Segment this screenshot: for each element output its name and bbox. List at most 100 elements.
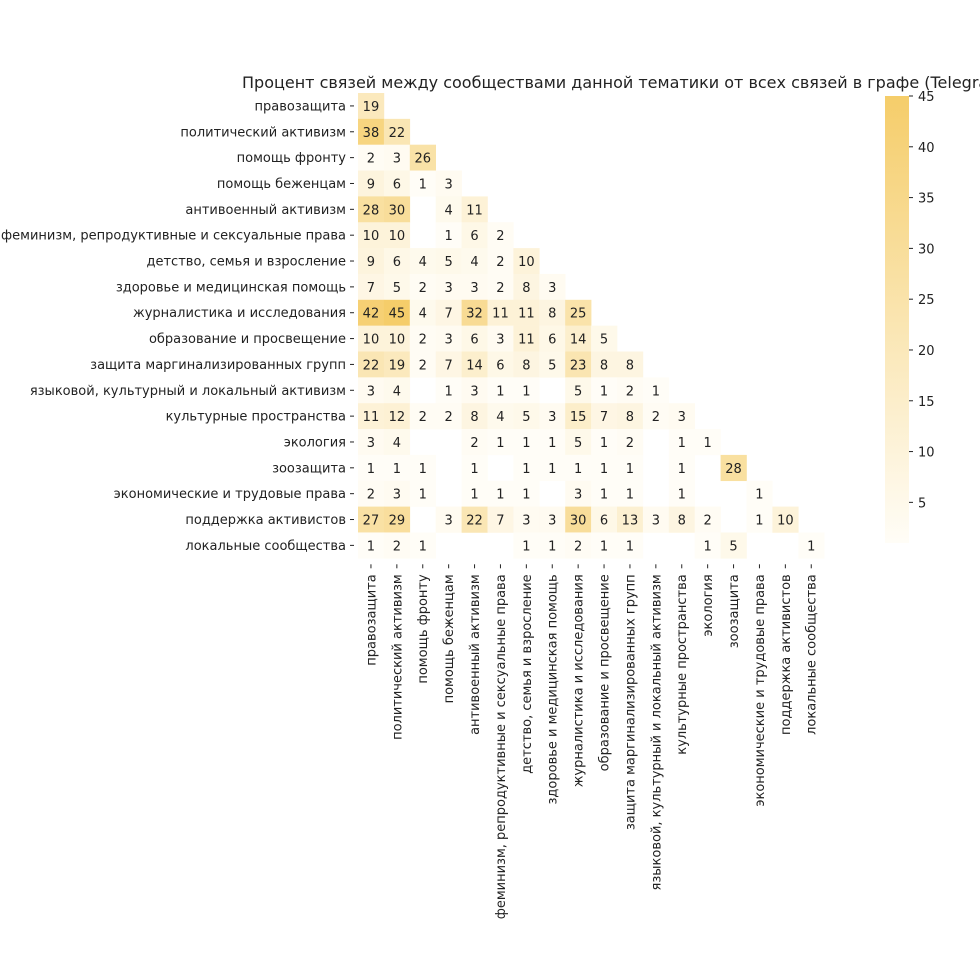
heatmap-cell — [694, 532, 721, 559]
cell-label: 5 — [574, 436, 582, 451]
cell-label: 1 — [496, 488, 504, 503]
cell-label: 27 — [363, 514, 380, 529]
heatmap-cell — [409, 325, 436, 352]
x-tick-label: здоровье и медицинская помощь — [546, 574, 561, 804]
cell-label: 15 — [570, 410, 587, 425]
cell-label: 3 — [652, 514, 660, 529]
colorbar-tick-label: 40 — [918, 141, 935, 156]
colorbar-gradient — [885, 96, 909, 543]
heatmap-cell — [617, 454, 644, 482]
colorbar-tick-label: 20 — [918, 344, 935, 359]
heatmap-cell — [358, 222, 385, 249]
x-tick-label: защита маргинализированных групп — [623, 574, 638, 830]
heatmap-cell — [772, 506, 799, 533]
heatmap-cell — [358, 144, 385, 171]
cell-label: 3 — [367, 384, 375, 399]
heatmap-cell — [383, 325, 411, 352]
heatmap-cell — [591, 532, 618, 559]
heatmap-cell — [642, 506, 670, 533]
cell-label: 1 — [419, 488, 427, 503]
heatmap-cell — [487, 429, 514, 456]
colorbar-tick-label: 30 — [918, 242, 935, 257]
cell-label: 1 — [626, 488, 634, 503]
colorbar-tick-label: 5 — [918, 496, 926, 511]
heatmap-cell — [539, 506, 566, 533]
heatmap-cell — [409, 144, 436, 171]
heatmap-cell — [409, 299, 436, 326]
cell-label: 3 — [574, 488, 582, 503]
cell-label: 19 — [389, 358, 406, 373]
y-tick-label: зоозащита — [272, 461, 346, 476]
y-tick-label: культурные пространства — [166, 410, 346, 425]
heatmap-cell — [435, 325, 462, 352]
cell-label: 7 — [445, 358, 453, 373]
cell-label: 1 — [522, 462, 530, 477]
cell-label: 1 — [574, 462, 582, 477]
cell-label: 1 — [755, 488, 763, 503]
cell-label: 3 — [445, 333, 453, 348]
cell-label: 1 — [704, 436, 712, 451]
heatmap-cell — [409, 273, 436, 301]
heatmap-cell — [409, 480, 436, 507]
heatmap-cell — [383, 222, 411, 249]
cell-label: 2 — [496, 281, 504, 296]
heatmap-cell — [487, 273, 514, 301]
heatmap-cell — [513, 403, 540, 430]
y-tick-label: образование и просвещение — [149, 332, 346, 347]
cell-label: 32 — [466, 307, 483, 322]
heatmap-cell — [668, 506, 695, 533]
y-tick-label: локальные сообщества — [185, 539, 346, 554]
heatmap-cell — [565, 454, 592, 482]
cell-label: 3 — [367, 436, 375, 451]
cell-label: 6 — [470, 333, 478, 348]
y-tick-label: экономические и трудовые права — [114, 487, 346, 502]
heatmap-cell — [539, 325, 566, 352]
cell-label: 1 — [600, 436, 608, 451]
cell-label: 11 — [466, 203, 483, 218]
x-tick-label: помощь фронту — [416, 574, 431, 684]
cell-label: 5 — [729, 539, 737, 554]
heatmap-cell — [513, 506, 540, 533]
cell-label: 6 — [393, 177, 401, 192]
cell-label: 5 — [574, 384, 582, 399]
heatmap-cell — [487, 480, 514, 507]
heatmap-cell — [617, 480, 644, 507]
heatmap-cell — [487, 506, 514, 533]
cell-label: 2 — [704, 514, 712, 529]
cell-label: 6 — [600, 514, 608, 529]
y-tick-label: помощь фронту — [237, 151, 347, 166]
cell-label: 30 — [389, 203, 406, 218]
cell-label: 22 — [363, 358, 380, 373]
heatmap-cell — [617, 532, 644, 559]
cell-label: 4 — [393, 384, 401, 399]
y-tick-label: защита маргинализированных групп — [90, 358, 346, 373]
colorbar-tick-label: 35 — [918, 192, 935, 207]
heatmap-cell — [383, 273, 411, 301]
cell-label: 4 — [419, 255, 427, 270]
heatmap-cell — [513, 532, 540, 559]
heatmap-cell — [435, 170, 462, 197]
cell-label: 3 — [393, 152, 401, 167]
heatmap-cell — [435, 196, 462, 223]
cell-label: 14 — [466, 358, 483, 373]
cell-label: 3 — [496, 333, 504, 348]
x-tick-label: детство, семья и взросление — [520, 574, 535, 774]
heatmap-cell — [383, 403, 411, 430]
cell-label: 11 — [492, 307, 509, 322]
cell-label: 2 — [496, 255, 504, 270]
heatmap-cell — [565, 506, 592, 533]
heatmap-cell — [383, 351, 411, 378]
heatmap-cell — [409, 454, 436, 482]
heatmap-cell — [358, 118, 385, 145]
heatmap-cell — [513, 299, 540, 326]
cell-label: 38 — [363, 126, 380, 141]
cell-label: 3 — [678, 410, 686, 425]
heatmap-cell — [694, 429, 721, 456]
cell-label: 8 — [626, 358, 634, 373]
cell-label: 8 — [548, 307, 556, 322]
heatmap-cell — [435, 351, 462, 378]
cell-label: 1 — [755, 514, 763, 529]
cell-label: 5 — [600, 333, 608, 348]
cell-label: 6 — [496, 358, 504, 373]
heatmap-cell — [461, 454, 488, 482]
